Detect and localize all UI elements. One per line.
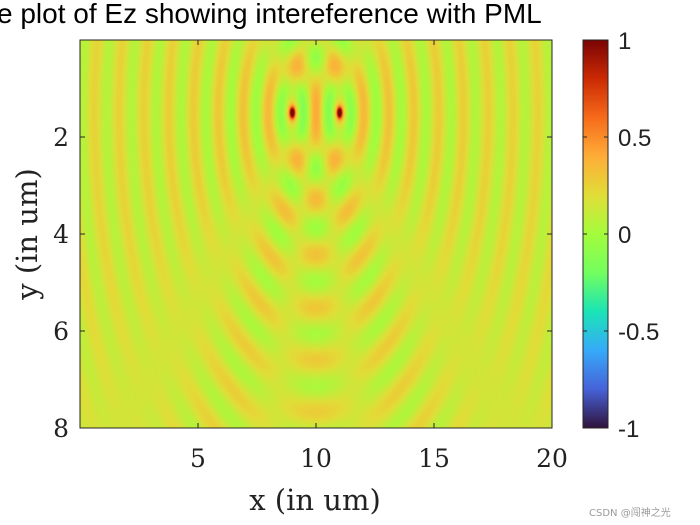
colorbar-tick-label: -0.5 <box>618 319 659 346</box>
chart-title: e plot of Ez showing intereference with … <box>0 0 542 29</box>
x-tick-label: 5 <box>190 444 206 473</box>
colorbar-tick-label: 0.5 <box>618 125 651 152</box>
colorbar-tick-label: -1 <box>618 416 639 443</box>
field-heatmap <box>80 40 552 428</box>
x-tick-label: 10 <box>300 444 332 473</box>
x-tick-label: 20 <box>536 444 568 473</box>
y-axis: 2 4 6 8 <box>53 123 552 443</box>
y-tick-label: 2 <box>53 123 69 152</box>
x-axis-label: x (in um) <box>249 483 381 517</box>
x-tick-label: 15 <box>418 444 450 473</box>
y-tick-label: 6 <box>53 317 69 346</box>
colorbar-ticks: 1 0.5 0 -0.5 -1 <box>583 28 659 443</box>
x-axis: 5 10 15 20 <box>190 40 568 473</box>
colorbar-tick-label: 0 <box>618 222 631 249</box>
watermark: CSDN @闯神之光 <box>589 506 671 519</box>
y-tick-label: 8 <box>53 414 69 443</box>
y-tick-label: 4 <box>53 220 69 249</box>
y-axis-label: y (in um) <box>10 168 44 301</box>
colorbar-tick-label: 1 <box>618 28 631 55</box>
